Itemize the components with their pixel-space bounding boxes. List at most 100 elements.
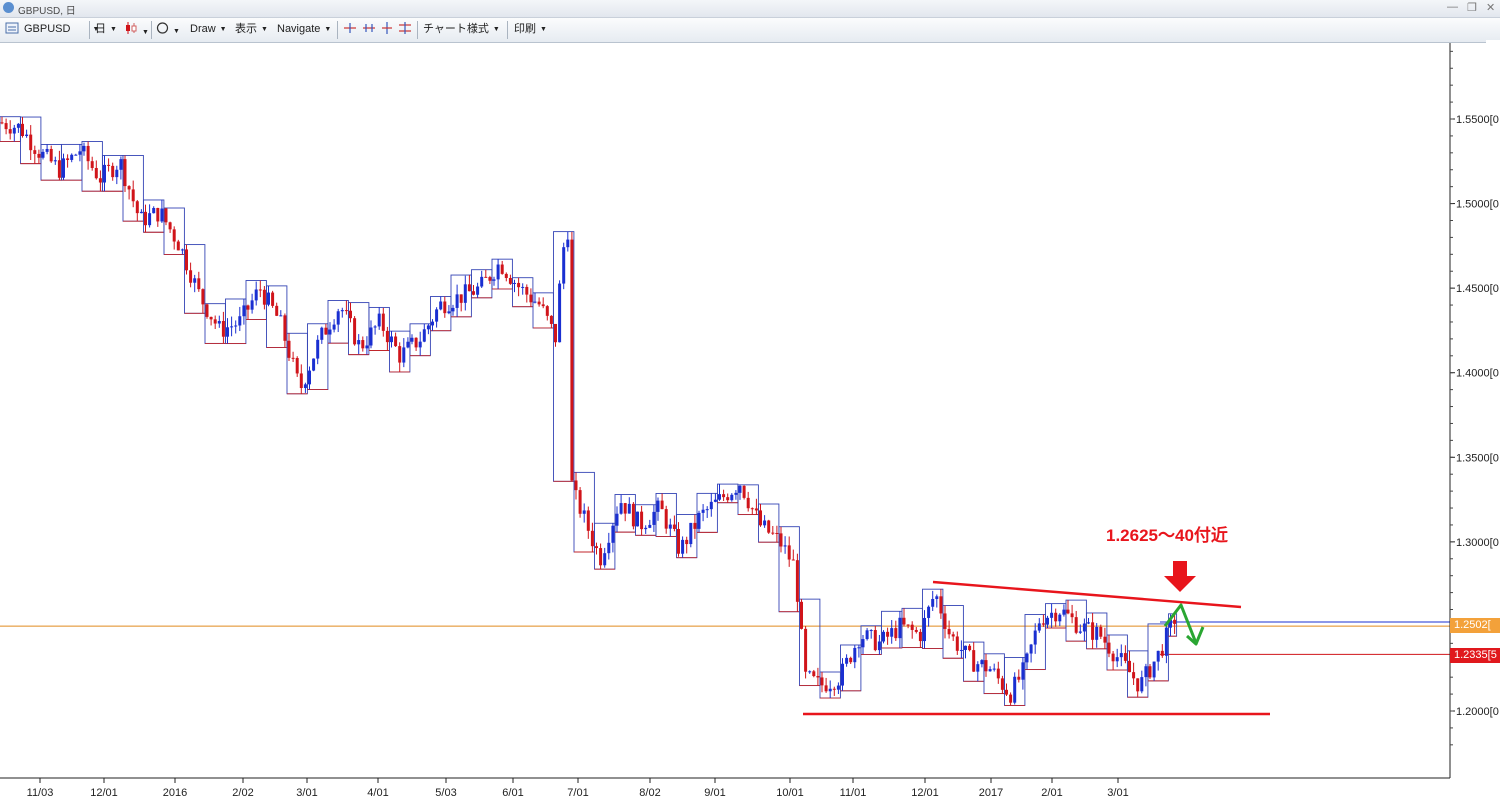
candle-body	[168, 222, 172, 230]
candle-body	[566, 239, 570, 248]
candle-body	[291, 357, 295, 359]
resistance-trendline[interactable]	[932, 580, 1242, 609]
y-tick-label: 1.4500[0	[1456, 283, 1499, 295]
candle-body	[1111, 653, 1115, 662]
candle-body	[668, 524, 672, 529]
close-icon[interactable]: ✕	[1486, 2, 1496, 14]
candle-body	[521, 286, 525, 288]
candle-body	[1025, 653, 1029, 663]
y-tick-label: 1.2000[0	[1456, 706, 1499, 718]
x-tick-label: 6/01	[502, 787, 523, 799]
chart-window-icon[interactable]	[5, 21, 19, 38]
zoom-in-x-button[interactable]	[343, 21, 357, 38]
candle-body	[734, 492, 738, 495]
candle-body	[57, 160, 61, 178]
candle-body	[1095, 626, 1099, 640]
minimize-icon[interactable]: —	[1447, 1, 1458, 13]
restore-icon[interactable]: ❐	[1467, 2, 1477, 14]
candle-body	[574, 480, 578, 491]
zoom-in-y-button[interactable]	[380, 21, 394, 38]
candle-body	[1132, 672, 1136, 679]
candle-body	[660, 500, 664, 510]
candle-body	[1070, 613, 1074, 618]
time-axis[interactable]: 11/03 12/01 2016 2/02 3/01 4/01 5/03 6/01 7/01 8/…	[0, 777, 1450, 799]
candle-body	[730, 494, 734, 501]
candle-body	[636, 511, 639, 527]
candle-body	[45, 148, 49, 152]
candle-body	[980, 660, 984, 665]
candle-body	[230, 326, 234, 328]
candle-body	[127, 186, 131, 190]
navigate-menu[interactable]: Navigate ▼	[277, 21, 331, 38]
candle-body	[869, 630, 873, 632]
period-select[interactable]: 日 ▼	[95, 21, 117, 38]
chevron-down-icon: ▼	[110, 26, 117, 33]
chart-style-menu[interactable]: チャート様式 ▼	[423, 21, 500, 38]
candle-body	[718, 494, 721, 500]
candle-body	[217, 321, 221, 324]
draw-menu[interactable]: Draw ▼	[190, 21, 227, 38]
candle-body	[299, 373, 303, 389]
candle-body	[344, 310, 348, 312]
candle-body	[873, 630, 877, 651]
candle-body	[832, 688, 836, 690]
candle-body	[886, 631, 890, 637]
window-title: GBPUSD, 日	[18, 6, 76, 17]
candle-body	[1066, 609, 1070, 614]
candle-body	[615, 513, 619, 526]
candle-body	[890, 628, 894, 637]
candle-body	[385, 330, 389, 343]
candle-body	[1164, 627, 1168, 656]
candle-body	[394, 336, 398, 347]
candle-body	[1173, 619, 1177, 624]
candle-body	[131, 189, 135, 202]
candle-body	[455, 294, 459, 308]
candle-body	[467, 284, 471, 292]
candle-body	[672, 524, 676, 529]
navigate-label: Navigate	[277, 23, 321, 35]
price-chart[interactable]: 1.2625～40付近 1.5500[0 1.5000[0 1.4500[0 1.40…	[0, 43, 1500, 800]
candle-body	[882, 631, 885, 642]
candle-body	[529, 294, 533, 303]
candle-body	[1169, 619, 1172, 628]
chart-type-button[interactable]: ▼	[124, 21, 149, 38]
candle-body	[303, 384, 307, 389]
scrollbar-thumb[interactable]	[1486, 40, 1500, 70]
candle-body	[74, 154, 78, 156]
x-tick-label: 2016	[163, 787, 187, 799]
candle-body	[935, 596, 939, 599]
candle-body	[295, 358, 299, 374]
y-tick-label: 1.5000[0	[1456, 199, 1499, 211]
candle-body	[1058, 614, 1062, 622]
display-label: 表示	[235, 23, 257, 35]
x-tick-label: 2017	[979, 787, 1003, 799]
print-menu[interactable]: 印刷 ▼	[514, 21, 547, 38]
candle-body	[357, 340, 361, 345]
chart-area[interactable]: 1.2625～40付近 1.5500[0 1.5000[0 1.4500[0 1.40…	[0, 40, 1500, 800]
x-tick-label: 2/02	[232, 787, 253, 799]
candles-group	[0, 116, 1178, 706]
candle-body	[328, 329, 332, 335]
symbol-select[interactable]: GBPUSD ▼	[24, 21, 99, 38]
zoom-out-y-button[interactable]	[398, 21, 412, 38]
candle-body	[1037, 623, 1041, 631]
candle-body	[677, 528, 680, 554]
candle-body	[619, 503, 623, 514]
zoom-out-x-button[interactable]	[362, 21, 376, 38]
window-titlebar: GBPUSD, 日 — ❐ ✕	[0, 0, 1500, 18]
app-icon	[3, 2, 14, 13]
candle-body	[656, 500, 660, 512]
candle-body	[1013, 676, 1017, 703]
chart-toolbar: GBPUSD ▼ 日 ▼ ▼ ▼ Draw ▼ 表示 ▼ Navigate ▼ チャート様…	[0, 18, 1500, 43]
candle-body	[554, 323, 557, 343]
candle-body	[705, 509, 709, 511]
candle-body	[144, 211, 147, 226]
candle-body	[1123, 653, 1127, 661]
candle-body	[332, 324, 336, 330]
candle-body	[513, 282, 516, 284]
display-menu[interactable]: 表示 ▼	[235, 21, 268, 38]
price-axis[interactable]: 1.5500[0 1.5000[0 1.4500[0 1.4000[0 1.3500[0…	[1449, 43, 1499, 778]
candle-body	[607, 542, 611, 554]
candle-body	[16, 123, 20, 128]
circle-tool-button[interactable]: ▼	[156, 21, 180, 38]
